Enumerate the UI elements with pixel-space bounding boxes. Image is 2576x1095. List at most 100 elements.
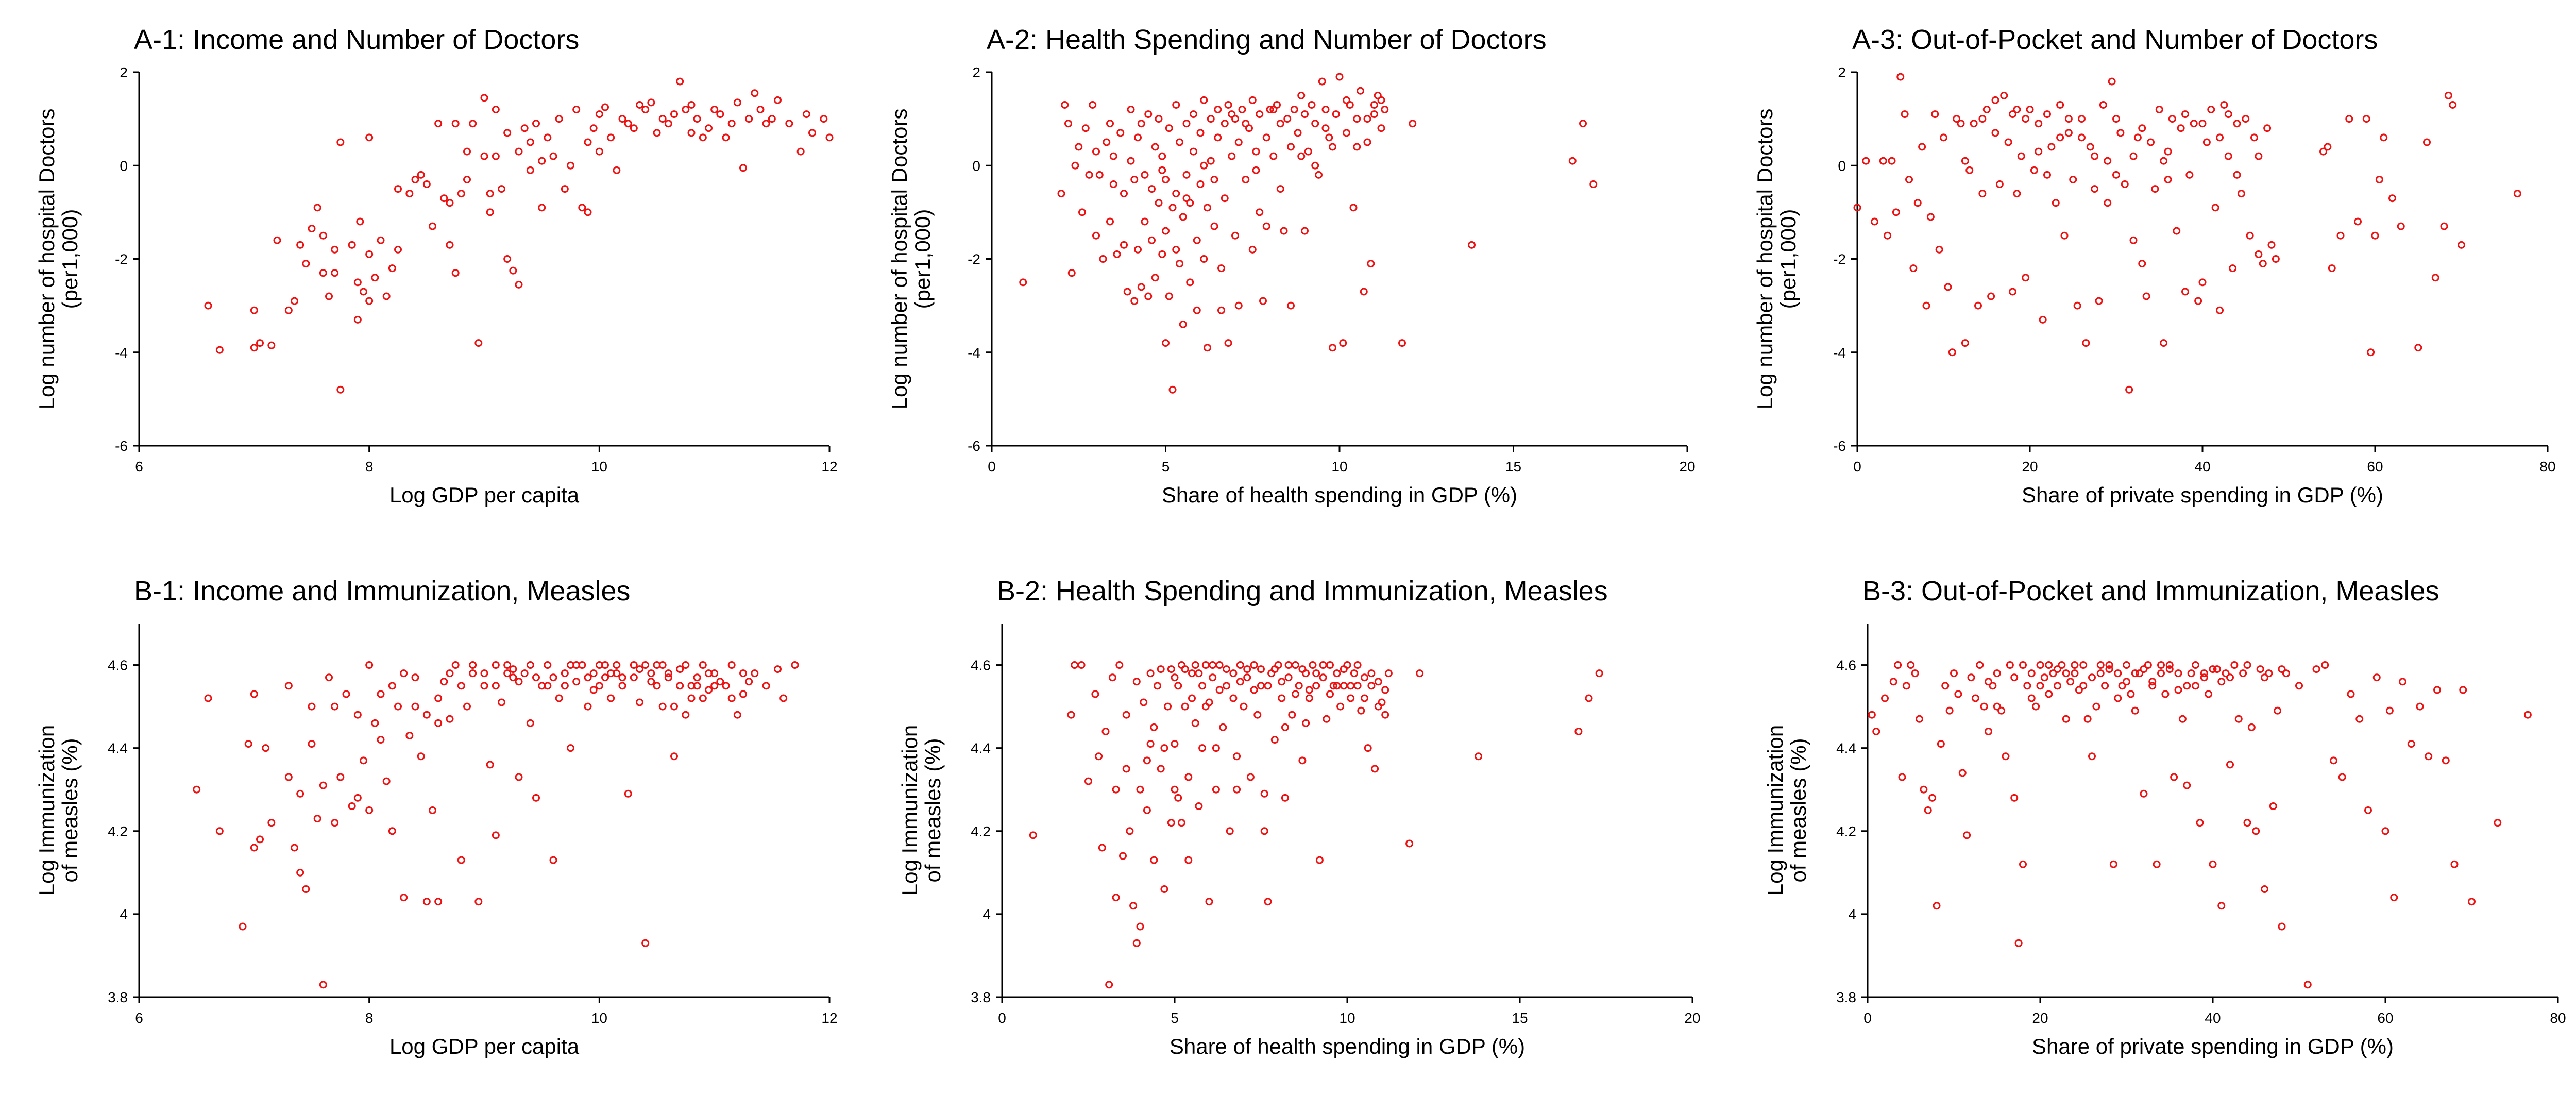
y-tick-label: 4 [1848,906,1856,922]
data-point [267,819,276,827]
x-tick-label: 6 [135,1010,143,1026]
data-point [1967,673,1975,682]
data-point [1926,213,1935,221]
data-point [1154,682,1161,690]
data-point [561,682,569,690]
data-point [2101,682,2109,690]
data-point [1945,706,1954,715]
data-point [1329,682,1337,690]
data-point [1297,91,1306,99]
data-point [676,77,684,86]
data-point [2148,682,2157,690]
data-point [446,715,454,723]
data-point [319,231,327,240]
data-point [2444,91,2452,99]
y-axis-label: (per1,000) [910,209,935,309]
data-point [2494,819,2502,827]
data-point [1361,694,1368,702]
data-point [2058,661,2066,669]
data-point [2278,665,2286,673]
data-point [1162,175,1170,183]
data-point [1970,120,1978,128]
data-point [2211,204,2219,212]
data-point [1209,661,1217,669]
data-point [1148,185,1156,193]
data-point [2060,231,2069,240]
data-point [1281,794,1289,802]
data-point [2013,106,2021,113]
x-tick-label: 40 [2194,459,2210,475]
x-tick-label: 15 [1505,459,1521,475]
data-point [348,802,356,810]
data-point [2192,661,2199,669]
data-point [555,115,563,123]
data-point [365,133,374,142]
y-tick-label: 4.4 [108,740,128,756]
data-point [1357,87,1364,95]
data-point [365,661,374,669]
data-point [1158,152,1166,160]
data-point [1191,719,1199,727]
data-point [296,241,304,249]
data-point [1112,785,1120,794]
data-point [296,868,304,877]
data-point [2009,110,2016,119]
data-point [1349,204,1358,212]
data-point [2140,789,2148,798]
data-point [1204,344,1211,352]
data-point [434,694,443,702]
data-point [2407,740,2415,748]
data-point [1221,194,1229,203]
panel-title: B-2: Health Spending and Immunization, M… [997,576,1608,607]
data-point [325,292,333,300]
data-point [2319,147,2327,156]
data-point [2178,715,2187,723]
data-point [1233,785,1241,794]
data-point [1228,110,1236,119]
data-point [1416,669,1424,678]
data-point [727,120,736,128]
data-point [1212,785,1220,794]
x-tick-label: 5 [1171,1010,1179,1026]
data-point [705,124,713,132]
data-point [1958,769,1967,777]
y-axis-label: Log Immunization [897,725,922,896]
data-point [250,690,258,698]
data-point [1106,217,1114,226]
data-point [1367,682,1376,690]
data-point [1136,785,1144,794]
data-point [589,124,598,132]
data-point [2216,133,2224,142]
data-point [584,702,592,711]
data-point [1236,678,1244,686]
data-point [2450,860,2459,868]
data-point [474,339,483,347]
data-point [1098,844,1106,852]
data-point [2078,133,2086,142]
panel-title: B-3: Out-of-Pocket and Immunization, Mea… [1862,576,2439,607]
data-point [2513,190,2521,198]
data-point [1210,222,1218,230]
data-point [1326,661,1334,669]
data-point [2043,171,2051,179]
data-point [1195,802,1203,810]
data-point [1319,661,1327,669]
data-point [365,806,374,814]
data-point [365,297,374,305]
y-axis-label: of measles (%) [58,738,82,882]
data-point [1095,752,1103,761]
data-point [1278,678,1286,686]
data-point [1155,199,1163,207]
data-point [727,694,736,702]
data-point [302,260,310,268]
data-point [2066,678,2075,686]
data-point [1884,231,1892,240]
data-point [1991,129,1999,137]
data-point [2032,702,2040,711]
x-tick-label: 0 [1853,459,1861,475]
data-point [1350,669,1358,678]
data-point [618,115,626,123]
data-point [1574,727,1583,735]
data-point [480,682,488,690]
